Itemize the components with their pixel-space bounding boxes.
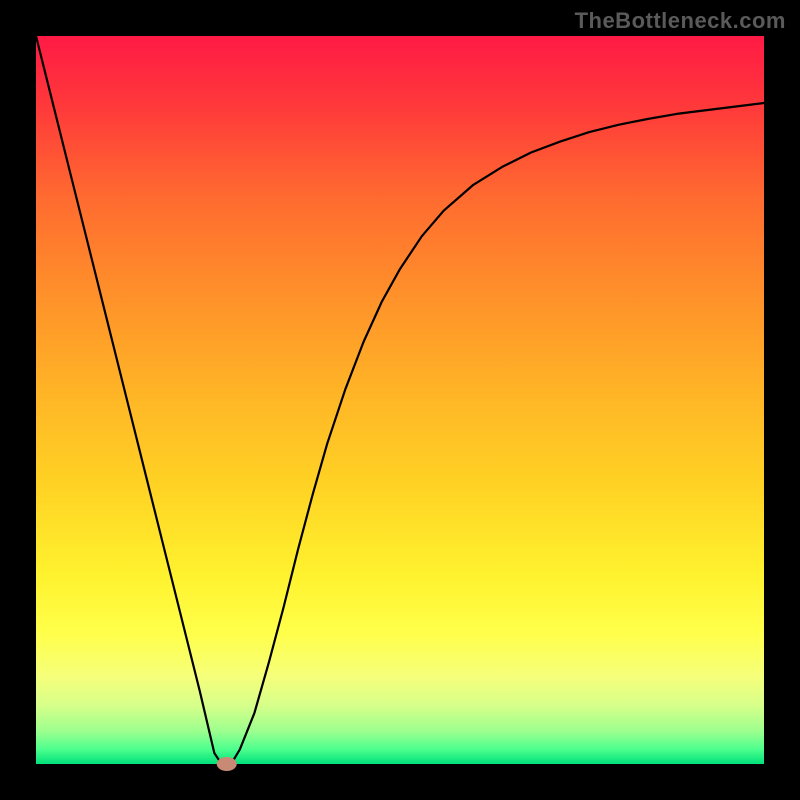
watermark-text: TheBottleneck.com — [575, 8, 786, 34]
plot-background — [36, 36, 764, 764]
chart-svg — [0, 0, 800, 800]
bottleneck-chart: TheBottleneck.com — [0, 0, 800, 800]
minimum-marker — [217, 757, 237, 771]
